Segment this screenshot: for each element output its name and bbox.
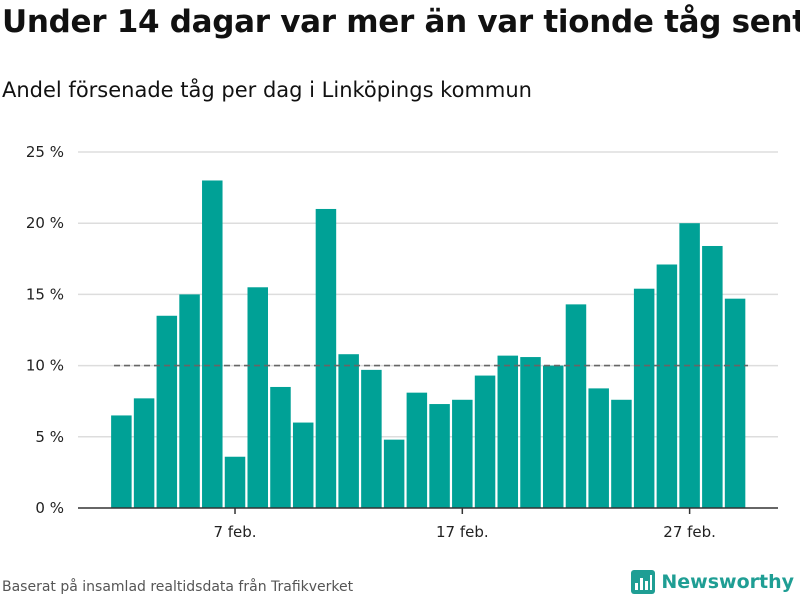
y-tick-label: 10 % bbox=[26, 357, 64, 375]
bar bbox=[247, 287, 268, 508]
chart-title: Under 14 dagar var mer än var tionde tåg… bbox=[2, 4, 800, 40]
bar bbox=[702, 245, 723, 508]
bar bbox=[361, 369, 382, 508]
bar bbox=[338, 354, 359, 508]
y-tick-label: 15 % bbox=[26, 285, 64, 303]
bar bbox=[565, 304, 587, 508]
x-tick-label: 27 feb. bbox=[663, 523, 716, 541]
bar bbox=[111, 415, 132, 508]
bar bbox=[588, 388, 609, 508]
bar bbox=[452, 399, 473, 508]
y-tick-label: 25 % bbox=[26, 143, 64, 161]
bar bbox=[383, 439, 405, 508]
brand-name: Newsworthy bbox=[661, 571, 794, 593]
bar bbox=[520, 357, 541, 508]
bar bbox=[179, 294, 200, 508]
bar bbox=[406, 392, 428, 508]
bar bbox=[656, 264, 678, 508]
bar bbox=[497, 355, 519, 508]
y-tick-label: 5 % bbox=[35, 428, 64, 446]
bar bbox=[315, 208, 337, 508]
bar bbox=[542, 365, 564, 508]
x-tick-label: 7 feb. bbox=[213, 523, 256, 541]
bar bbox=[724, 298, 746, 508]
bar bbox=[474, 375, 496, 508]
bar bbox=[611, 399, 632, 508]
chart-subtitle: Andel försenade tåg per dag i Linköpings… bbox=[2, 78, 532, 102]
bar bbox=[429, 404, 450, 508]
y-tick-label: 0 % bbox=[35, 499, 64, 517]
y-tick-label: 20 % bbox=[26, 214, 64, 232]
bar bbox=[292, 422, 314, 508]
x-tick-label: 17 feb. bbox=[436, 523, 489, 541]
bar bbox=[133, 398, 155, 508]
bar bbox=[202, 180, 223, 509]
source-note: Baserat på insamlad realtidsdata från Tr… bbox=[2, 579, 354, 595]
bar bbox=[270, 386, 291, 508]
bar bbox=[633, 288, 655, 508]
bar bbox=[156, 315, 178, 508]
brand-logo: Newsworthy bbox=[631, 570, 794, 594]
bar bbox=[224, 456, 246, 508]
bar-chart-logo-icon bbox=[631, 570, 656, 594]
